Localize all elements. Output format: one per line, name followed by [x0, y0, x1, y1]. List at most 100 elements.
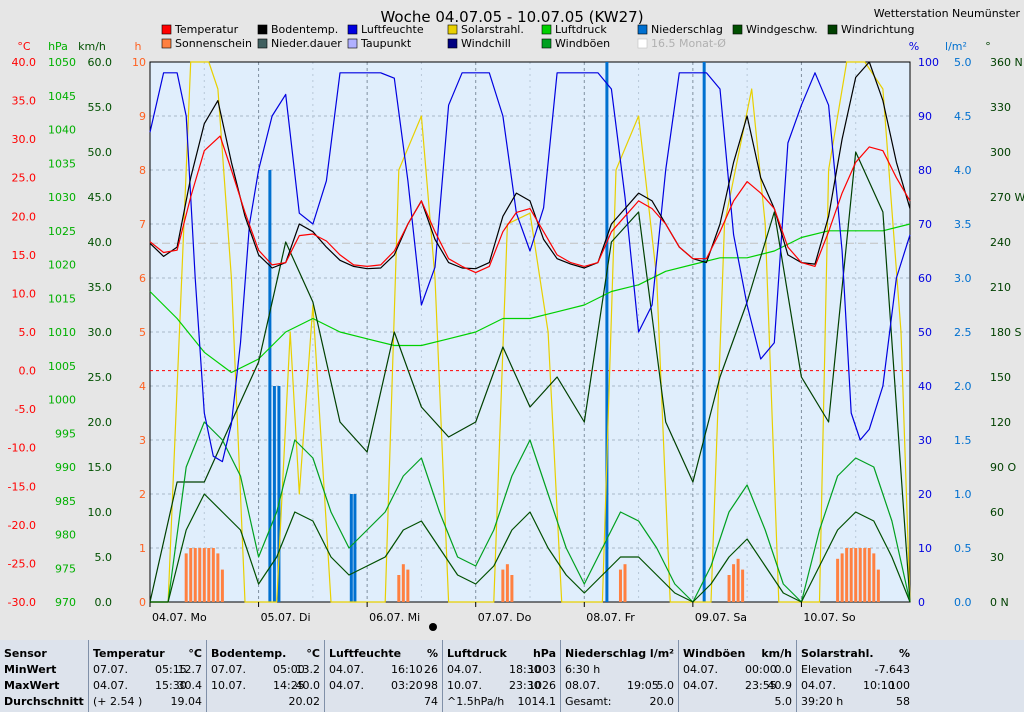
y-tick-hours: 1 [139, 542, 146, 555]
legend-label: Windböen [555, 37, 610, 50]
y-tick-pressure: 980 [55, 529, 76, 542]
y-tick-temperature: -20.0 [8, 519, 36, 532]
bar-sunshine [401, 564, 405, 602]
stat-date: 6:30 h [565, 663, 601, 676]
panel-unit: l/m² [649, 647, 674, 660]
stat-time: 23:55 [745, 679, 777, 692]
legend-swatch [827, 24, 838, 35]
stats-row: 04.07. 10:10 100 [801, 678, 910, 694]
bar-precipitation [272, 386, 276, 602]
y-tick-direction: 330 [990, 101, 1011, 114]
chart-title: Woche 04.07.05 - 10.07.05 (KW27) [380, 8, 643, 26]
y-tick-pressure: 1005 [48, 360, 76, 373]
y-tick-hours: 7 [139, 218, 146, 231]
y-tick-percent: 0 [918, 596, 925, 609]
y-tick-wind: 45.0 [88, 191, 113, 204]
bar-sunshine [189, 548, 193, 602]
x-tick-label: 04.07. Mo [152, 611, 207, 624]
y-unit-pressure: hPa [48, 40, 68, 53]
bar-precipitation [605, 62, 609, 602]
bar-sunshine [207, 548, 211, 602]
y-tick-precip: 4.5 [954, 110, 972, 123]
y-tick-direction: 360 N [990, 56, 1023, 69]
legend-label: Luftfeuchte [361, 23, 424, 36]
stats-panel-title: Luftfeuchte% [329, 646, 438, 662]
y-tick-hours: 0 [139, 596, 146, 609]
y-tick-wind: 25.0 [88, 371, 113, 384]
stat-value: 5.0 [774, 695, 793, 708]
stats-row: 04.07. 23:55 40.9 [683, 678, 792, 694]
legend-swatch [732, 24, 743, 35]
stats-panel-bodentemp: Bodentemp. °C 07.07. 05:00 13.2 10.07. 14:25 40… [206, 640, 324, 712]
stats-row: 04.07. 03:20 98 [329, 678, 438, 694]
y-tick-direction: 270 W [990, 191, 1024, 204]
panel-title: Luftdruck [447, 647, 507, 660]
bars [184, 62, 880, 602]
legend-swatch [161, 38, 172, 49]
bar-sunshine [854, 548, 858, 602]
stat-date: (+ 2.54 ) [93, 695, 143, 708]
y-tick-pressure: 995 [55, 427, 76, 440]
y-tick-temperature: 10.0 [12, 287, 37, 300]
bar-sunshine [845, 548, 849, 602]
bar-sunshine [876, 569, 880, 602]
y-tick-pressure: 1030 [48, 191, 76, 204]
stat-time: 05:00 [273, 663, 305, 676]
stat-value: 30.4 [177, 679, 203, 692]
legend-swatch [541, 24, 552, 35]
series-windgeschw [150, 493, 911, 603]
stats-row: 20.02 [211, 694, 321, 710]
y-tick-wind: 40.0 [88, 236, 113, 249]
stat-time: 19:05 [627, 679, 659, 692]
stat-date: 04.07. [683, 679, 718, 692]
plot-frame [149, 61, 911, 603]
y-tick-direction: 120 [990, 416, 1011, 429]
stat-time: 14:25 [273, 679, 305, 692]
y-tick-wind: 50.0 [88, 146, 113, 159]
y-axes: 40.035.030.025.020.015.010.05.00.0-5.0-1… [8, 40, 1024, 609]
bar-precipitation [277, 386, 281, 602]
y-tick-direction: 300 [990, 146, 1011, 159]
y-tick-pressure: 1020 [48, 259, 76, 272]
y-tick-direction: 90 O [990, 461, 1016, 474]
stats-row: 08.07. 19:05 5.0 [565, 678, 674, 694]
y-tick-wind: 5.0 [95, 551, 113, 564]
stat-time: 05:15 [155, 663, 187, 676]
stats-panel-temperatur: Temperatur °C 07.07. 05:15 12.7 04.07. 15:30 30… [88, 640, 206, 712]
stat-value: 1026 [528, 679, 556, 692]
panel-unit: °C [188, 647, 202, 660]
y-tick-hours: 8 [139, 164, 146, 177]
stat-value: 19.04 [170, 695, 203, 708]
legend-swatch [257, 38, 268, 49]
stat-time: 18:30 [509, 663, 541, 676]
y-tick-precip: 3.0 [954, 272, 972, 285]
stat-date: 07.07. [93, 663, 128, 676]
stat-date: 04.07. [447, 663, 482, 676]
y-tick-temperature: 5.0 [19, 326, 37, 339]
panel-title: Temperatur [93, 647, 165, 660]
y-unit-hours: h [135, 40, 142, 53]
stat-value: 13.2 [295, 663, 321, 676]
stats-panel-windben: Windböen km/h 04.07. 00:00 0.0 04.07. 23:55 40.… [678, 640, 796, 712]
y-tick-precip: 2.5 [954, 326, 972, 339]
bar-precipitation [349, 494, 353, 602]
y-tick-pressure: 1010 [48, 326, 76, 339]
row-label-sensor: Sensor [4, 647, 47, 660]
y-tick-percent: 30 [918, 434, 932, 447]
bar-precipitation [353, 494, 357, 602]
stat-value: 40.9 [767, 679, 793, 692]
y-tick-direction: 30 [990, 551, 1004, 564]
y-tick-precip: 0.0 [954, 596, 972, 609]
legend-swatch [541, 38, 552, 49]
y-tick-wind: 35.0 [88, 281, 113, 294]
bar-sunshine [863, 548, 867, 602]
legend-swatch [161, 24, 172, 35]
y-tick-wind: 20.0 [88, 416, 113, 429]
y-tick-percent: 60 [918, 272, 932, 285]
time-marker-icon[interactable] [429, 623, 437, 631]
legend-label: 16.5 Monat-Ø [651, 37, 726, 50]
y-tick-percent: 100 [918, 56, 939, 69]
y-tick-temperature: 25.0 [12, 172, 37, 185]
stat-date: 08.07. [565, 679, 600, 692]
